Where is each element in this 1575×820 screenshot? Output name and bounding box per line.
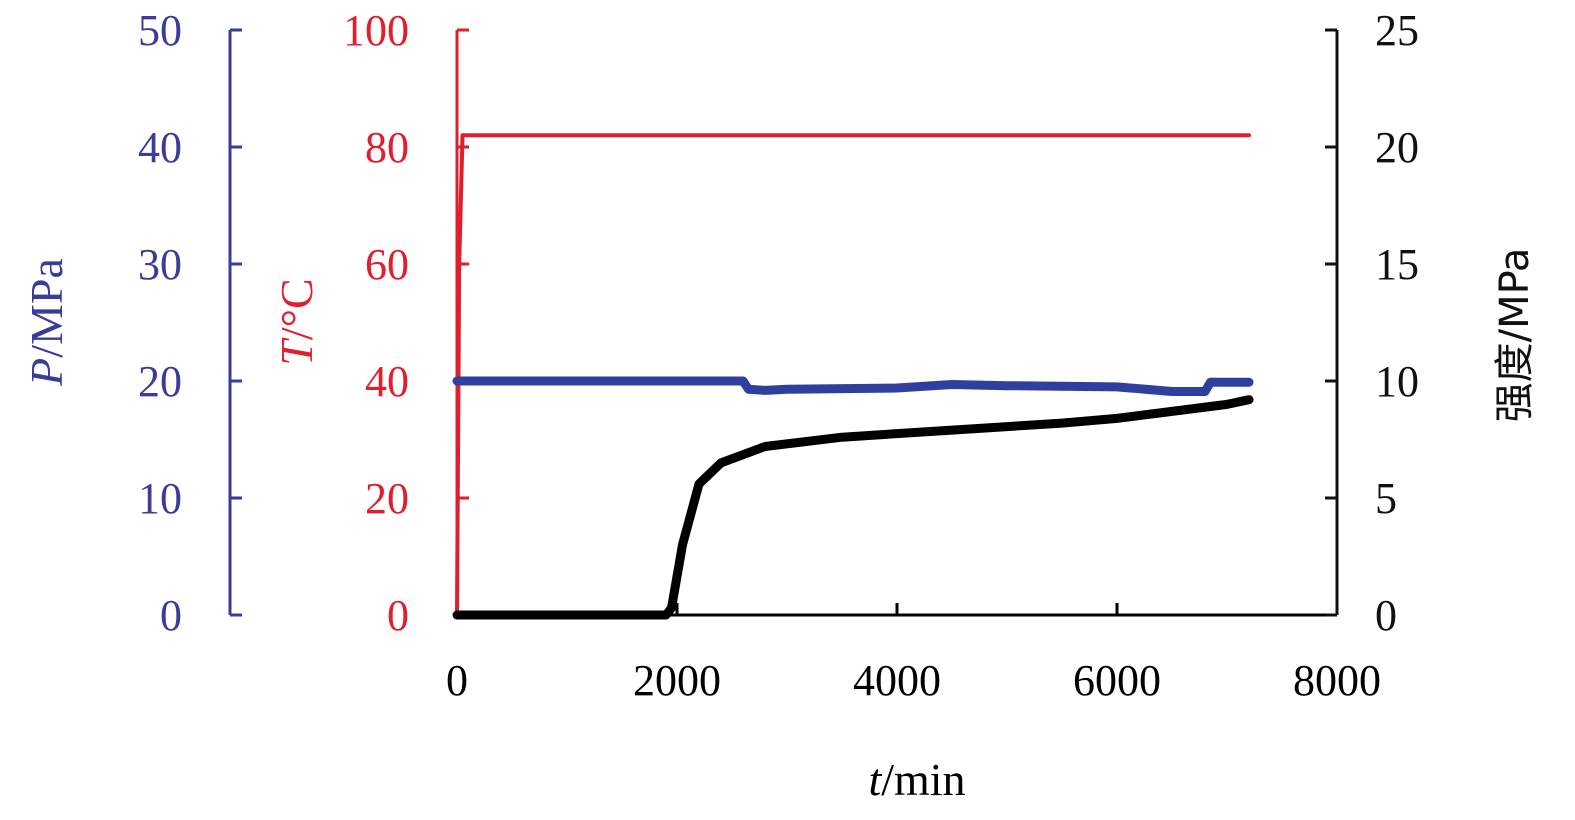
- x-axis-title: t/min: [868, 754, 965, 805]
- pressure-tick-label: 40: [138, 123, 182, 172]
- x-tick-label: 6000: [1073, 656, 1161, 705]
- pressure-tick-label: 0: [160, 591, 182, 640]
- temperature-axis-title: T/°C: [271, 278, 322, 365]
- strength-tick-label: 10: [1375, 357, 1419, 406]
- temperature-tick-label: 0: [387, 591, 409, 640]
- pressure-tick-label: 10: [138, 474, 182, 523]
- pressure-tick-label: 50: [138, 6, 182, 55]
- temperature-tick-label: 20: [365, 474, 409, 523]
- temperature-tick-label: 60: [365, 240, 409, 289]
- axes-layer: [228, 28, 1339, 617]
- strength-tick-label: 15: [1375, 240, 1419, 289]
- strength-tick-label: 25: [1375, 6, 1419, 55]
- pressure-axis-title: P/MPa: [21, 258, 72, 387]
- series-layer: [452, 133, 1254, 620]
- temperature-tick-label: 80: [365, 123, 409, 172]
- x-axis-title-unit: /min: [881, 754, 965, 805]
- pressure-axis-title-var: P: [21, 358, 72, 387]
- temperature-tick-label: 40: [365, 357, 409, 406]
- strength-tick-label: 20: [1375, 123, 1419, 172]
- x-tick-label: 0: [446, 656, 468, 705]
- labels-layer: 0 2000 4000 6000 8000t/min010203040500204060…: [21, 6, 1538, 805]
- strength-tick-label: 5: [1375, 474, 1397, 523]
- temperature-tick-label: 100: [343, 6, 409, 55]
- x-tick-label: 2000: [633, 656, 721, 705]
- pressure-axis-title-unit: /MPa: [21, 258, 72, 358]
- temperature-axis-title-var: T: [271, 337, 322, 366]
- temperature-axis-title-unit: /°C: [271, 278, 322, 340]
- x-tick-label: 4000: [853, 656, 941, 705]
- temperature-series-line: [455, 133, 1251, 617]
- x-tick-label: 8000: [1293, 656, 1381, 705]
- pressure-tick-label: 30: [138, 240, 182, 289]
- pressure-series-line: [452, 376, 1254, 396]
- pressure-tick-label: 20: [138, 357, 182, 406]
- strength-tick-label: 0: [1375, 591, 1397, 640]
- strength-axis-title: 强度/MPa: [1492, 248, 1538, 423]
- x-axis-title-var: t: [868, 754, 882, 805]
- strength-series-line: [452, 395, 1254, 620]
